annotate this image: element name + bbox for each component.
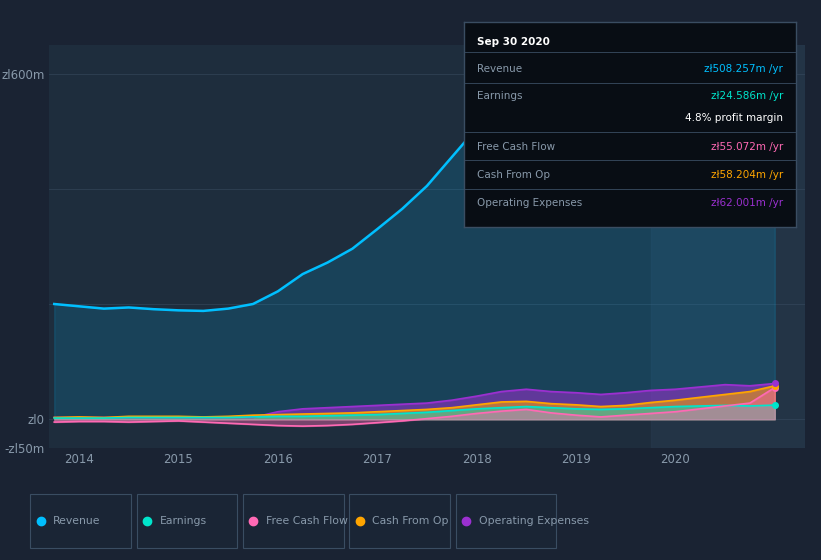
Text: 4.8% profit margin: 4.8% profit margin (685, 114, 783, 123)
Text: zł62.001m /yr: zł62.001m /yr (711, 198, 783, 208)
FancyBboxPatch shape (349, 494, 450, 548)
Text: zł58.204m /yr: zł58.204m /yr (711, 170, 783, 180)
Text: Operating Expenses: Operating Expenses (477, 198, 582, 208)
Text: zł24.586m /yr: zł24.586m /yr (711, 91, 783, 101)
Text: Revenue: Revenue (477, 64, 522, 74)
Text: Revenue: Revenue (53, 516, 101, 526)
FancyBboxPatch shape (136, 494, 237, 548)
FancyBboxPatch shape (243, 494, 343, 548)
Text: Sep 30 2020: Sep 30 2020 (477, 37, 550, 47)
FancyBboxPatch shape (456, 494, 557, 548)
Text: Free Cash Flow: Free Cash Flow (477, 142, 555, 152)
Text: Cash From Op: Cash From Op (373, 516, 449, 526)
Text: Operating Expenses: Operating Expenses (479, 516, 589, 526)
Text: zł508.257m /yr: zł508.257m /yr (704, 64, 783, 74)
Bar (650, 45, 805, 448)
FancyBboxPatch shape (30, 494, 131, 548)
Text: Free Cash Flow: Free Cash Flow (266, 516, 348, 526)
Text: Earnings: Earnings (477, 91, 523, 101)
Text: zł55.072m /yr: zł55.072m /yr (711, 142, 783, 152)
Text: Cash From Op: Cash From Op (477, 170, 550, 180)
Text: Earnings: Earnings (159, 516, 207, 526)
